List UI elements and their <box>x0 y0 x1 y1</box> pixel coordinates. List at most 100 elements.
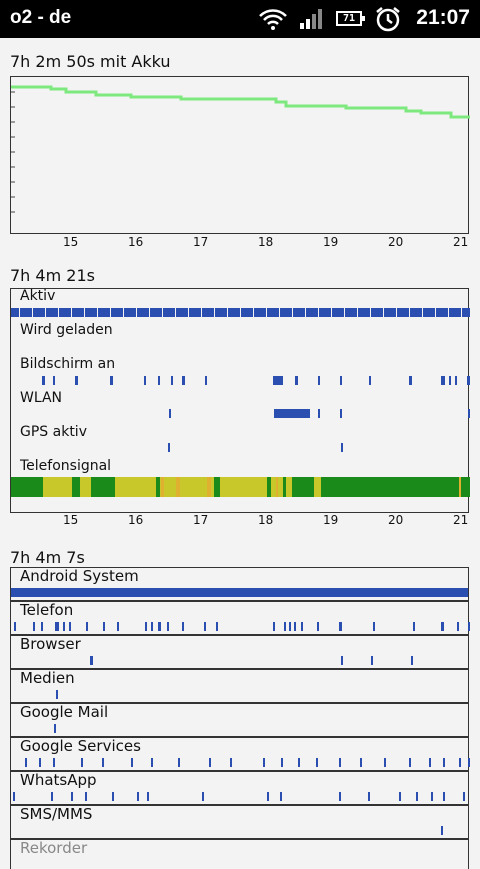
app-usage-item[interactable]: Google Mail <box>10 703 469 737</box>
app-usage-tick <box>204 622 206 631</box>
aktiv-gap <box>253 308 254 317</box>
screen-on-bar <box>53 376 55 385</box>
history-chart[interactable] <box>10 288 470 513</box>
x-tick-label: 15 <box>63 235 79 249</box>
screen-on-bar <box>158 376 160 385</box>
app-usage-tick <box>13 792 15 801</box>
screen-on-bar <box>340 376 342 385</box>
aktiv-gap <box>435 308 436 317</box>
app-usage-tick <box>341 656 343 665</box>
battery-level-chart[interactable] <box>10 76 470 234</box>
app-usage-item[interactable]: Google Services <box>10 737 470 771</box>
app-usage-tick <box>443 758 445 767</box>
history-bars <box>11 308 470 497</box>
app-usage-item[interactable]: Medien <box>10 669 469 703</box>
app-usage-tick <box>413 622 415 631</box>
app-usage-tick <box>384 758 386 767</box>
app-usage-item[interactable]: Android System <box>10 567 469 601</box>
app-usage-tick <box>316 758 318 767</box>
app-usage-tick <box>158 622 161 631</box>
app-usage-tick <box>284 622 286 631</box>
screen-on-bar <box>295 376 298 385</box>
signal-strong <box>91 477 115 497</box>
screen-on-bar <box>273 376 283 385</box>
signal-strong <box>72 477 80 497</box>
aktiv-gap <box>266 308 267 317</box>
signal-strong <box>283 477 286 497</box>
app-usage-label: Google Mail <box>20 703 109 721</box>
aktiv-gap <box>84 308 85 317</box>
aktiv-gap <box>344 308 345 317</box>
aktiv-gap <box>331 308 332 317</box>
app-usage-tick <box>39 758 41 767</box>
carrier-name: o2 - de <box>10 7 72 28</box>
app-usage-tick <box>468 758 470 767</box>
app-usage-item[interactable]: SMS/MMS <box>10 805 469 839</box>
app-usage-tick <box>267 792 269 801</box>
signal-strong <box>292 477 314 497</box>
battery-level-line <box>11 85 470 213</box>
app-usage-tick <box>216 622 218 631</box>
aktiv-gap <box>58 308 59 317</box>
app-usage-tick <box>25 758 27 767</box>
screen-on-bar <box>318 376 320 385</box>
history-row-label: Wird geladen <box>20 322 113 338</box>
aktiv-gap <box>409 308 410 317</box>
app-usage-item[interactable]: WhatsApp <box>10 771 469 805</box>
app-usage-tick <box>54 724 56 733</box>
app-usage-tick <box>317 622 319 631</box>
app-usage-item[interactable]: Rekorder <box>10 839 469 869</box>
history-row-label: Telefonsignal <box>20 458 112 474</box>
x-tick-label: 17 <box>193 513 209 527</box>
signal-weak <box>459 477 461 497</box>
screen-on-bar <box>205 376 207 385</box>
app-usage-label: Rekorder <box>20 839 88 857</box>
screen-on-bar <box>182 376 185 385</box>
app-usage-tick <box>41 622 43 631</box>
app-usage-tick <box>399 792 401 801</box>
history-row-label: WLAN <box>20 390 63 406</box>
gps-bar <box>341 443 343 452</box>
aktiv-gap <box>279 308 280 317</box>
app-usage-tick <box>117 622 119 631</box>
aktiv-gap <box>461 308 462 317</box>
app-usage-tick <box>85 792 87 801</box>
aktiv-gap <box>396 308 397 317</box>
signal-weak <box>276 477 278 497</box>
wifi-icon <box>259 9 287 30</box>
app-usage-label: Android System <box>20 567 139 585</box>
signal-strong <box>214 477 220 497</box>
app-usage-tick <box>371 656 373 665</box>
screen-on-bar <box>441 376 445 385</box>
app-usage-tick <box>416 792 418 801</box>
app-usage-label: Telefon <box>20 601 74 619</box>
app-usage-tick <box>360 758 362 767</box>
app-usage-tick <box>81 758 83 767</box>
gps-bar <box>168 443 170 452</box>
app-usage-tick <box>151 758 153 767</box>
screen-on-bar <box>467 376 470 385</box>
wlan-bar <box>318 409 320 418</box>
app-usage-item[interactable]: Browser <box>10 635 469 669</box>
aktiv-gap <box>214 308 215 317</box>
aktiv-gap <box>292 308 293 317</box>
signal-icon <box>300 9 322 29</box>
app-usage-label: Browser <box>20 635 81 653</box>
app-usage-tick <box>167 622 169 631</box>
app-usage-tick <box>339 622 342 631</box>
app-usage-item[interactable]: Telefon <box>10 601 470 635</box>
aktiv-gap <box>71 308 72 317</box>
app-usage-tick <box>281 758 283 767</box>
x-tick-label: 20 <box>388 513 404 527</box>
signal-strong <box>11 477 43 497</box>
history-duration-title: 7h 4m 21s <box>10 266 95 285</box>
app-usage-tick <box>273 622 275 631</box>
aktiv-gap <box>45 308 46 317</box>
app-usage-tick <box>431 792 433 801</box>
x-tick-label: 21 <box>453 513 469 527</box>
x-tick-label: 15 <box>63 513 79 527</box>
aktiv-gap <box>175 308 176 317</box>
aktiv-gap <box>318 308 319 317</box>
app-usage-tick <box>441 622 444 631</box>
app-usage-tick <box>429 758 431 767</box>
